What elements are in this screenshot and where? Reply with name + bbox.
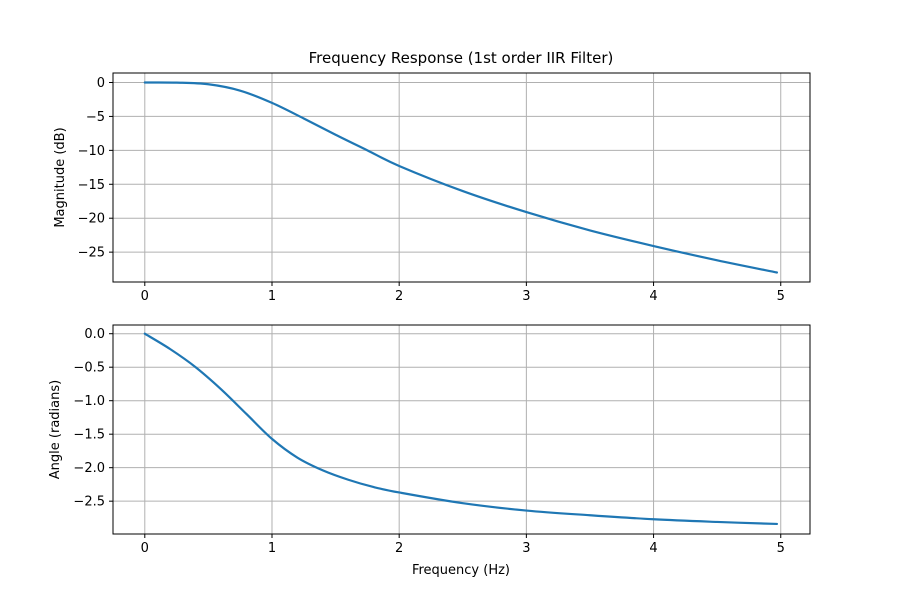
magnitude-title: Frequency Response (1st order IIR Filter… xyxy=(309,49,614,67)
magnitude-xtick-label: 4 xyxy=(649,289,657,304)
phase-xtick-label: 0 xyxy=(141,541,149,556)
magnitude-grid xyxy=(113,73,810,282)
magnitude-xtick-label: 3 xyxy=(522,289,530,304)
phase-ticks: 0 1 2 3 4 5 0.0 −0.5 −1.0 −1.5 −2.0 −2.5 xyxy=(73,327,784,556)
magnitude-ytick-label: −20 xyxy=(78,212,105,227)
magnitude-ytick-label: −5 xyxy=(86,110,105,125)
magnitude-plot-area xyxy=(143,81,779,274)
phase-xtick-label: 2 xyxy=(395,541,403,556)
phase-axes-frame xyxy=(112,324,811,535)
magnitude-xtick-label: 2 xyxy=(395,289,403,304)
phase-ytick-label: −2.0 xyxy=(73,461,105,476)
magnitude-ytick-label: −10 xyxy=(78,144,105,159)
magnitude-ylabel: Magnitude (dB) xyxy=(53,127,68,227)
phase-grid xyxy=(113,325,810,534)
phase-xtick-label: 3 xyxy=(522,541,530,556)
phase-ytick-label: −1.0 xyxy=(73,394,105,409)
frequency-xlabel: Frequency (Hz) xyxy=(412,563,510,578)
magnitude-ytick-label: −25 xyxy=(78,246,105,261)
magnitude-xtick-label: 1 xyxy=(268,289,276,304)
magnitude-ytick-label: −15 xyxy=(78,178,105,193)
phase-ylabel: Angle (radians) xyxy=(48,380,63,479)
magnitude-ticks: 0 1 2 3 4 5 0 −5 −10 −15 −20 −25 xyxy=(78,76,785,304)
magnitude-series-line xyxy=(143,81,779,274)
phase-ytick-label: −0.5 xyxy=(73,361,105,376)
phase-plot-area xyxy=(143,332,779,526)
magnitude-xtick-label: 5 xyxy=(777,289,785,304)
phase-ytick-label: −1.5 xyxy=(73,428,105,443)
magnitude-ytick-label: 0 xyxy=(97,76,105,91)
magnitude-xtick-label: 0 xyxy=(141,289,149,304)
phase-xtick-label: 5 xyxy=(777,541,785,556)
phase-ytick-label: −2.5 xyxy=(73,495,105,510)
phase-xtick-label: 4 xyxy=(649,541,657,556)
magnitude-axes-frame xyxy=(112,72,811,283)
phase-ytick-label: 0.0 xyxy=(84,327,105,342)
magnitude-panel: Frequency Response (1st order IIR Filter… xyxy=(53,49,811,304)
phase-xtick-label: 1 xyxy=(268,541,276,556)
phase-series-line xyxy=(143,332,779,526)
phase-panel: 0 1 2 3 4 5 0.0 −0.5 −1.0 −1.5 −2.0 −2.5 Angle (rad… xyxy=(48,324,811,578)
